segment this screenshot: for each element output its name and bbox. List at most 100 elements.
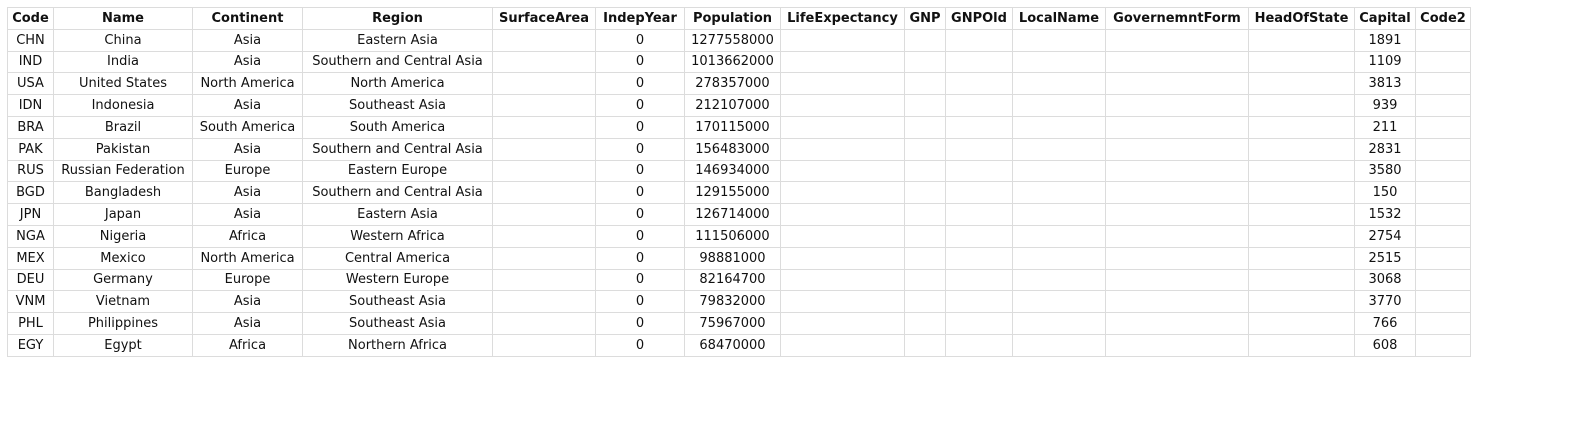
table-cell-gnpold xyxy=(945,203,1013,226)
table-cell-headofstate xyxy=(1248,312,1355,335)
table-cell-region: Southern and Central Asia xyxy=(302,181,493,205)
table-cell-name: United States xyxy=(53,72,193,96)
table-cell-gnpold xyxy=(945,224,1013,248)
table-cell-headofstate xyxy=(1248,72,1355,96)
table-cell-lifeexpectancy xyxy=(780,224,905,248)
table-cell-localname xyxy=(1012,28,1106,52)
table-cell-lifeexpectancy xyxy=(780,181,905,205)
table-cell-indepyear: 0 xyxy=(595,224,685,248)
table-cell-surfacearea xyxy=(492,333,596,357)
table-cell-headofstate xyxy=(1248,203,1355,226)
table-cell-surfacearea xyxy=(492,115,596,139)
table-cell-gnp xyxy=(904,94,946,117)
table-cell-code: USA xyxy=(7,72,54,96)
table-row: NGA Nigeria Africa Western Africa 0 111506000… xyxy=(7,224,1471,248)
table-cell-localname xyxy=(1012,159,1106,183)
table-cell-gnp xyxy=(904,50,946,74)
table-cell-headofstate xyxy=(1248,137,1355,161)
column-header-headofstate: HeadOfState xyxy=(1248,7,1355,30)
table-cell-lifeexpectancy xyxy=(780,290,905,314)
table-row: BRA Brazil South America South America 0 1701… xyxy=(7,115,1471,139)
table-cell-capital: 766 xyxy=(1354,312,1416,335)
table-cell-continent: Europe xyxy=(192,268,303,292)
table-cell-indepyear: 0 xyxy=(595,246,685,270)
table-cell-headofstate xyxy=(1248,159,1355,183)
table-cell-region: Northern Africa xyxy=(302,333,493,357)
table-cell-governemntform xyxy=(1105,181,1249,205)
table-cell-continent: Asia xyxy=(192,203,303,226)
table-cell-localname xyxy=(1012,290,1106,314)
table-cell-population: 82164700 xyxy=(684,268,781,292)
table-cell-continent: Africa xyxy=(192,333,303,357)
table-cell-code: MEX xyxy=(7,246,54,270)
table-cell-name: Bangladesh xyxy=(53,181,193,205)
table-cell-region: South America xyxy=(302,115,493,139)
table-header-row: Code Name Continent Region SurfaceArea IndepY… xyxy=(7,7,1471,30)
table-cell-headofstate xyxy=(1248,94,1355,117)
table-cell-gnpold xyxy=(945,115,1013,139)
table-cell-governemntform xyxy=(1105,203,1249,226)
table-cell-lifeexpectancy xyxy=(780,50,905,74)
table-cell-code: PHL xyxy=(7,312,54,335)
table-cell-population: 278357000 xyxy=(684,72,781,96)
table-cell-gnpold xyxy=(945,246,1013,270)
table-cell-code: IND xyxy=(7,50,54,74)
table-cell-gnp xyxy=(904,72,946,96)
table-cell-gnpold xyxy=(945,137,1013,161)
table-cell-surfacearea xyxy=(492,268,596,292)
table-cell-headofstate xyxy=(1248,268,1355,292)
table-cell-capital: 150 xyxy=(1354,181,1416,205)
table-cell-population: 111506000 xyxy=(684,224,781,248)
table-cell-code: BGD xyxy=(7,181,54,205)
table-cell-capital: 1109 xyxy=(1354,50,1416,74)
table-cell-surfacearea xyxy=(492,28,596,52)
table-row: IDN Indonesia Asia Southeast Asia 0 212107000… xyxy=(7,94,1471,117)
table-cell-surfacearea xyxy=(492,50,596,74)
table-cell-continent: South America xyxy=(192,115,303,139)
table-cell-gnp xyxy=(904,268,946,292)
table-cell-name: Philippines xyxy=(53,312,193,335)
table-cell-indepyear: 0 xyxy=(595,268,685,292)
table-cell-surfacearea xyxy=(492,312,596,335)
table-cell-localname xyxy=(1012,333,1106,357)
table-cell-governemntform xyxy=(1105,159,1249,183)
table-cell-gnp xyxy=(904,290,946,314)
table-cell-population: 68470000 xyxy=(684,333,781,357)
table-cell-continent: Asia xyxy=(192,50,303,74)
column-header-name: Name xyxy=(53,7,193,30)
table-cell-indepyear: 0 xyxy=(595,181,685,205)
table-cell-localname xyxy=(1012,50,1106,74)
table-cell-name: Japan xyxy=(53,203,193,226)
table-cell-code2 xyxy=(1415,246,1471,270)
column-header-capital: Capital xyxy=(1354,7,1416,30)
table-cell-code2 xyxy=(1415,312,1471,335)
table-row: JPN Japan Asia Eastern Asia 0 126714000 1532 xyxy=(7,203,1471,226)
table-cell-gnp xyxy=(904,224,946,248)
table-cell-gnp xyxy=(904,312,946,335)
table-cell-gnp xyxy=(904,246,946,270)
column-header-lifeexpectancy: LifeExpectancy xyxy=(780,7,905,30)
table-cell-surfacearea xyxy=(492,72,596,96)
table-cell-continent: Africa xyxy=(192,224,303,248)
table-cell-gnpold xyxy=(945,94,1013,117)
table-cell-population: 146934000 xyxy=(684,159,781,183)
table-cell-lifeexpectancy xyxy=(780,137,905,161)
table-cell-localname xyxy=(1012,137,1106,161)
table-cell-localname xyxy=(1012,72,1106,96)
table-cell-capital: 3813 xyxy=(1354,72,1416,96)
table-cell-region: Southeast Asia xyxy=(302,290,493,314)
table-cell-gnp xyxy=(904,137,946,161)
table-cell-gnpold xyxy=(945,333,1013,357)
table-row: BGD Bangladesh Asia Southern and Central As… xyxy=(7,181,1471,205)
table-cell-lifeexpectancy xyxy=(780,115,905,139)
table-cell-gnpold xyxy=(945,72,1013,96)
table-cell-capital: 939 xyxy=(1354,94,1416,117)
table-cell-governemntform xyxy=(1105,137,1249,161)
table-cell-localname xyxy=(1012,268,1106,292)
table-cell-lifeexpectancy xyxy=(780,333,905,357)
table-cell-capital: 608 xyxy=(1354,333,1416,357)
table-cell-population: 212107000 xyxy=(684,94,781,117)
table-cell-region: Western Europe xyxy=(302,268,493,292)
table-cell-gnpold xyxy=(945,159,1013,183)
table-cell-indepyear: 0 xyxy=(595,290,685,314)
